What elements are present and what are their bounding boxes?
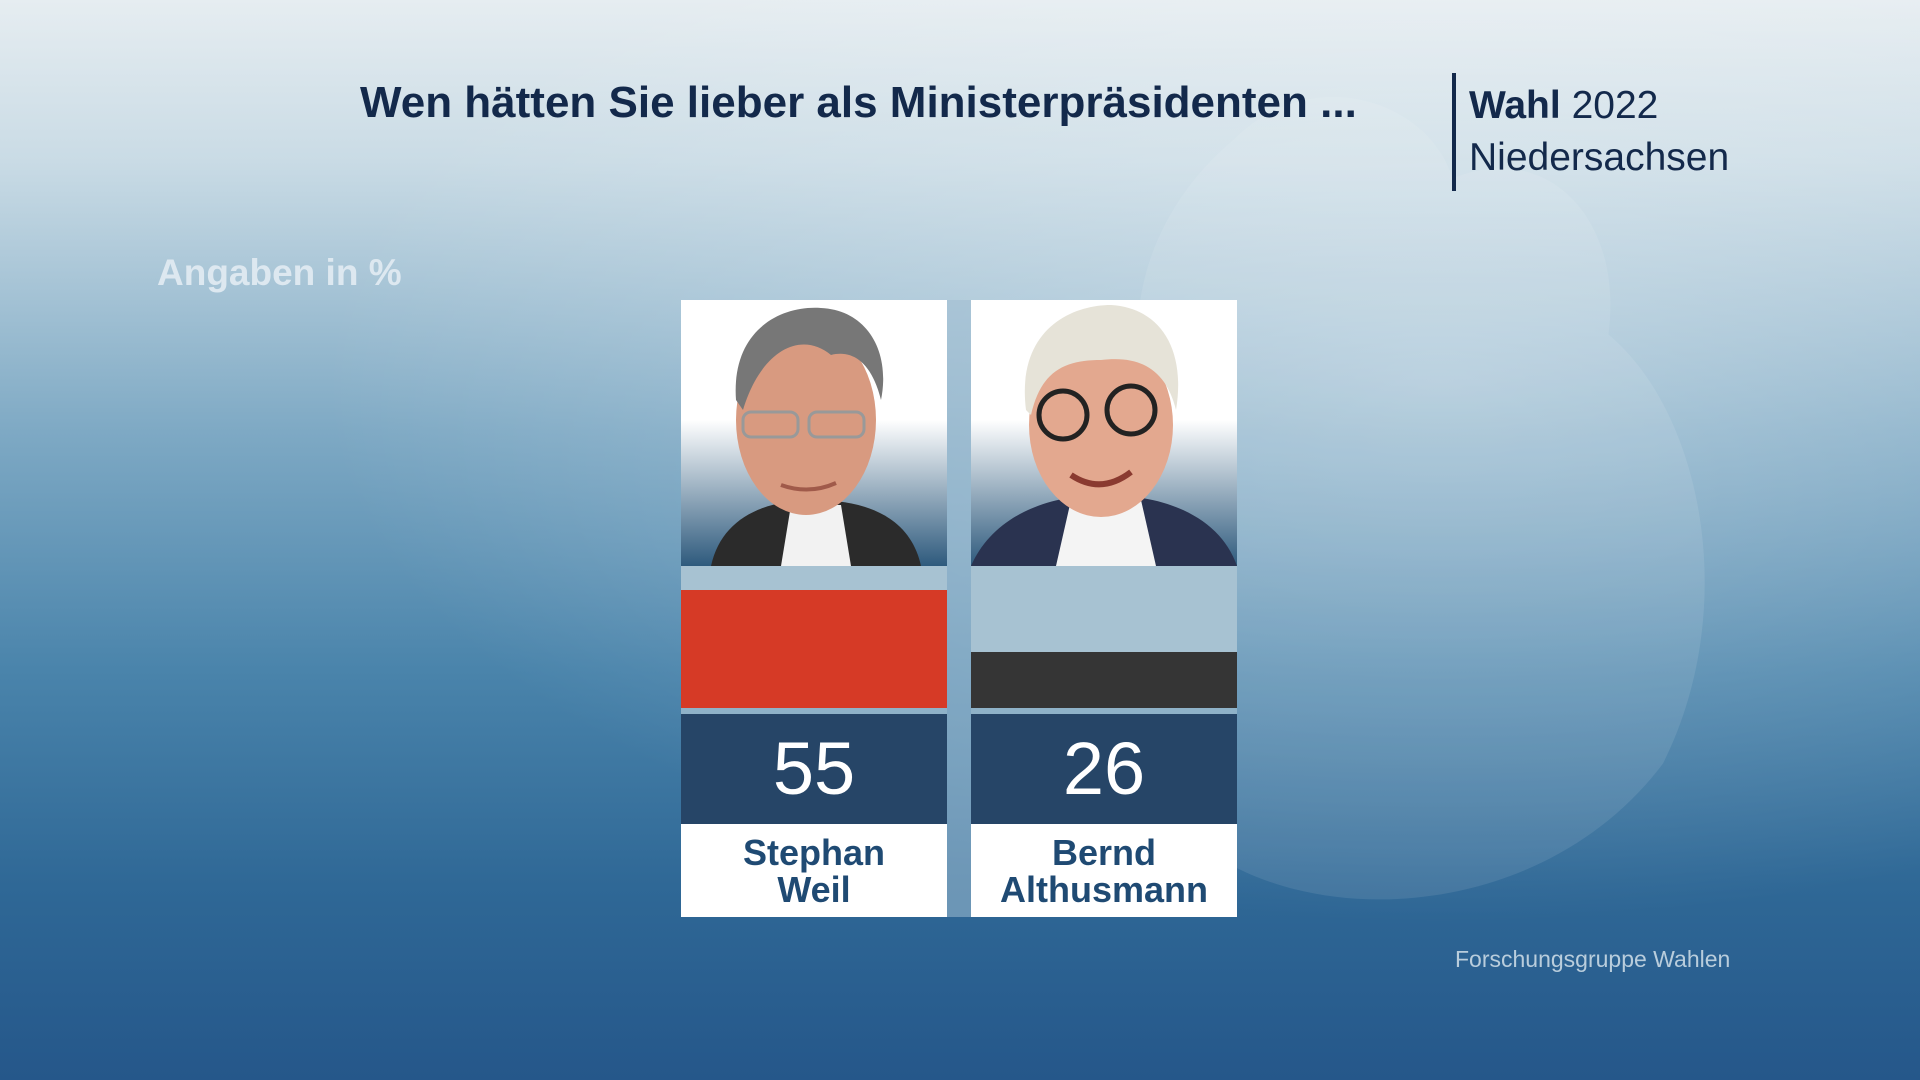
source-label: Forschungsgruppe Wahlen bbox=[1455, 946, 1731, 972]
candidate-photo bbox=[971, 300, 1237, 566]
last-name: Althusmann bbox=[999, 869, 1208, 910]
bar-separator bbox=[681, 708, 947, 714]
candidate-name: Bernd Althusmann bbox=[971, 824, 1237, 917]
candidate-photo bbox=[681, 300, 947, 566]
candidate-panel-althusmann: 26 Bernd Althusmann bbox=[971, 300, 1237, 917]
title-divider bbox=[1452, 73, 1456, 191]
chart-title: Wen hätten Sie lieber als Ministerpräsid… bbox=[360, 78, 1357, 127]
bar-althusmann bbox=[971, 652, 1237, 708]
last-name: Weil bbox=[777, 869, 851, 910]
candidate-name: Stephan Weil bbox=[681, 824, 947, 917]
value-label: 26 bbox=[971, 714, 1237, 824]
region-label: Niedersachsen bbox=[1469, 136, 1730, 179]
first-name: Bernd bbox=[1051, 832, 1156, 873]
bar-track bbox=[681, 566, 947, 708]
niedersachsen-horse-watermark bbox=[1095, 96, 1705, 900]
unit-label: Angaben in % bbox=[157, 252, 402, 293]
bar-track bbox=[971, 566, 1237, 708]
election-label: Wahl 2022 bbox=[1469, 84, 1658, 128]
panel-gap bbox=[947, 300, 971, 917]
candidate-panel-weil: 55 Stephan Weil bbox=[681, 300, 947, 917]
election-word: Wahl bbox=[1469, 84, 1561, 127]
bar-weil bbox=[681, 589, 947, 708]
bar-separator bbox=[971, 708, 1237, 714]
first-name: Stephan bbox=[742, 832, 885, 873]
election-year: 2022 bbox=[1571, 84, 1659, 127]
value-label: 55 bbox=[681, 714, 947, 824]
